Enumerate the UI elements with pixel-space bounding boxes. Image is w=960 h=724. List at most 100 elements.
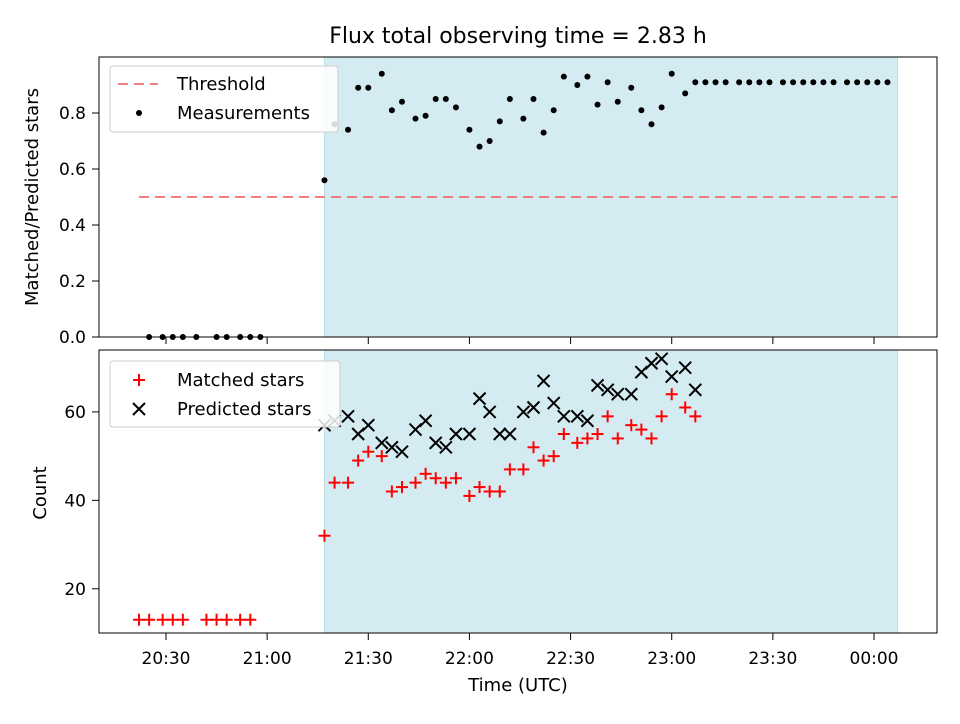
matched-star-marker: [503, 463, 516, 476]
measurement-point: [550, 107, 557, 114]
measurement-point: [540, 129, 547, 136]
matched-star-marker: [342, 476, 355, 489]
matched-star-marker: [557, 428, 570, 441]
bottom-y-axis-label: Count: [30, 466, 51, 519]
predicted-star-marker: [385, 440, 399, 454]
predicted-star-marker: [547, 396, 561, 410]
measurement-point: [800, 79, 807, 86]
matched-star-marker: [537, 454, 550, 467]
predicted-star-marker: [590, 378, 605, 393]
matched-star-marker: [679, 401, 692, 414]
predicted-star-marker: [536, 374, 551, 388]
measurement-point: [476, 143, 483, 150]
measurement-point: [790, 79, 797, 86]
measurement-point: [520, 115, 527, 122]
top-plot-frame: [98, 56, 938, 338]
predicted-star-marker: [580, 414, 595, 428]
matched-star-marker: [396, 481, 408, 494]
matched-star-marker: [362, 445, 375, 458]
predicted-stars-legend-swatch: [132, 402, 146, 416]
matched-star-marker: [601, 410, 614, 423]
measurement-point: [682, 90, 689, 97]
matched-star-marker: [493, 485, 506, 498]
measurement-point: [779, 79, 786, 86]
measurement-point: [412, 115, 419, 122]
measurement-point: [736, 79, 743, 86]
measurement-point: [422, 112, 429, 119]
matched-star-marker: [527, 441, 540, 454]
legend-label-predicted-stars: Predicted stars: [177, 399, 311, 420]
measurement-point: [496, 118, 503, 125]
predicted-star-marker: [503, 427, 517, 441]
predicted-star-marker: [493, 427, 507, 441]
predicted-star-marker: [665, 369, 679, 384]
matched-star-marker: [655, 410, 668, 423]
predicted-star-marker: [624, 387, 638, 401]
measurement-point: [810, 79, 817, 86]
measurement-point: [692, 79, 699, 86]
matched-star-marker: [517, 463, 530, 476]
matched-star-marker: [611, 432, 624, 445]
bottom-legend: Matched stars Predicted stars: [109, 360, 341, 428]
x-tick-label: 21:30: [344, 649, 393, 669]
matched-star-marker: [689, 410, 702, 423]
matched-stars-legend-swatch: [133, 374, 145, 386]
top-x-ticks: [165, 337, 875, 344]
top-y-ticks: 0.0 0.2 0.4 0.6 0.8: [59, 104, 99, 348]
measurement-point: [746, 79, 753, 86]
measurement-point: [820, 79, 827, 86]
predicted-star-marker: [644, 356, 659, 370]
measurement-point: [614, 98, 621, 105]
top-y-axis-label: Matched/Predicted stars: [22, 88, 43, 306]
matched-star-marker: [409, 476, 422, 489]
measurement-point: [506, 96, 513, 102]
matched-star-marker: [571, 436, 584, 449]
matched-star-marker: [244, 613, 257, 626]
matched-star-marker: [156, 613, 169, 626]
measurement-point: [345, 126, 352, 133]
matched-star-marker: [547, 450, 560, 463]
matched-star-marker: [473, 481, 486, 494]
predicted-star-marker: [418, 414, 433, 428]
predicted-star-marker: [341, 409, 355, 424]
measurement-point: [365, 84, 372, 91]
measurement-point: [399, 98, 405, 105]
measurement-point: [702, 79, 709, 86]
measurement-point: [466, 126, 473, 133]
matched-star-marker: [318, 529, 331, 542]
x-tick-label: 22:00: [445, 649, 494, 669]
predicted-star-marker: [678, 360, 692, 375]
predicted-star-marker: [688, 383, 703, 397]
predicted-star-marker: [395, 444, 409, 459]
measurement-point: [355, 84, 362, 91]
matched-star-marker: [439, 476, 452, 489]
matched-star-marker: [645, 432, 658, 445]
predicted-star-marker: [472, 391, 487, 406]
measurement-point: [830, 79, 837, 86]
predicted-star-marker: [611, 387, 625, 401]
predicted-star-marker: [557, 409, 571, 424]
matched-star-marker: [220, 613, 233, 626]
matched-stars-markers: [133, 388, 702, 626]
bottom-x-ticks: 20:30 21:00 21:30 22:00 22:30 23:00 23:30 00:00: [142, 633, 899, 669]
matched-star-marker: [665, 388, 678, 401]
chart-title: Flux total observing time = 2.83 h: [329, 24, 707, 49]
matched-star-marker: [176, 613, 189, 626]
measurement-point: [712, 79, 719, 86]
measurement-point: [604, 79, 611, 86]
top-legend: Threshold Measurements: [109, 65, 339, 133]
measurement-point: [884, 79, 891, 86]
matched-star-marker: [625, 419, 638, 432]
measurement-point: [874, 79, 881, 86]
measurement-point: [321, 177, 328, 184]
measurement-point: [668, 70, 675, 77]
x-tick-label: 23:30: [748, 649, 797, 669]
observing-window-shade: [323, 349, 899, 634]
matched-star-marker: [429, 472, 442, 485]
measurement-point: [628, 84, 635, 91]
measurement-point: [388, 107, 395, 114]
matched-star-marker: [581, 432, 594, 445]
measurement-point: [844, 79, 851, 86]
measurement-point: [854, 79, 861, 86]
legend-label-matched-stars: Matched stars: [177, 370, 304, 391]
